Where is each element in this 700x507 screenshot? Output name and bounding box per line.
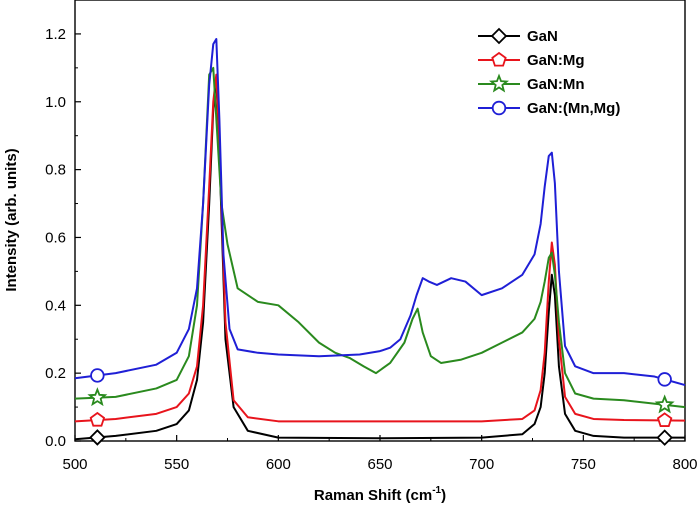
series-line-0	[74, 77, 685, 441]
legend-marker-3	[491, 100, 507, 116]
legend-label-0: GaN	[527, 28, 558, 45]
x-tick-label: 600	[266, 456, 291, 473]
series-marker-0	[89, 429, 106, 446]
y-tick-label: 0.6	[45, 229, 66, 246]
series-layer	[74, 38, 686, 441]
series-marker-1	[656, 412, 673, 427]
legend-marker-1	[491, 51, 507, 67]
x-tick-label: 500	[62, 456, 87, 473]
plot-frame	[74, 0, 686, 442]
x-axis-title-main: Raman Shift (cm	[314, 487, 432, 504]
series-marker-1	[89, 411, 106, 427]
x-tick-label: 800	[672, 456, 697, 473]
x-tick-label: 750	[571, 456, 596, 473]
x-axis-title-superscript: -1	[432, 485, 441, 496]
legend: GaN GaN:Mg GaN:Mn GaN:(Mn,Mg)	[478, 27, 620, 117]
series-marker-3	[657, 372, 672, 387]
marker-layer	[87, 368, 675, 446]
series-marker-2	[87, 387, 108, 407]
y-tick-label: 0.0	[45, 433, 66, 450]
y-tick-label: 0.8	[45, 162, 66, 179]
y-tick-label: 1.0	[45, 94, 66, 111]
series-line-3	[74, 38, 686, 386]
legend-marker-2	[489, 73, 509, 93]
y-tick-label: 1.2	[45, 26, 66, 43]
series-marker-0	[656, 429, 673, 446]
legend-label-2: GaN:Mn	[527, 76, 585, 93]
series-line-2	[74, 66, 686, 409]
x-tick-label: 550	[164, 456, 189, 473]
y-tick-label: 0.2	[45, 365, 66, 382]
legend-label-3: GaN:(Mn,Mg)	[527, 100, 620, 117]
series-line-1	[74, 73, 686, 423]
legend-marker-0	[490, 27, 508, 45]
y-axis-title: Intensity (arb. units)	[3, 148, 20, 291]
series-marker-3	[90, 368, 105, 383]
series-marker-2	[654, 394, 675, 414]
x-tick-label: 650	[367, 456, 392, 473]
y-tick-label: 0.4	[45, 297, 66, 314]
axis-layer: 500 550 600 650 700 750 800 0.0 0.2 0.4 0.6 0.8 1.0 1…	[45, 0, 698, 473]
x-tick-label: 700	[469, 456, 494, 473]
legend-label-1: GaN:Mg	[527, 52, 585, 69]
x-axis-title-tail: )	[441, 487, 446, 504]
x-axis-title: Raman Shift (cm-1)	[314, 485, 446, 504]
